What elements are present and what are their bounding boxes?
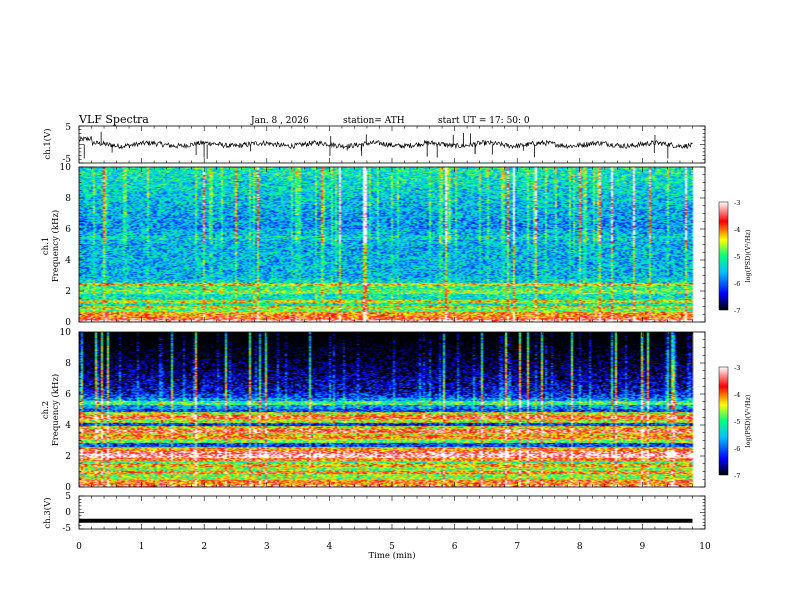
xtick-label: 4 (327, 542, 333, 552)
xtick-label: 9 (640, 542, 646, 552)
ch3-waveform-ylabel: ch.3(V) (42, 497, 53, 528)
ch1-spec-ytick-label: 2 (65, 287, 71, 297)
ch1-spectrogram-image (79, 167, 705, 322)
colorbar-label: log(PSD)(V²/Hz) (744, 229, 752, 282)
xtick-label: 0 (76, 542, 82, 552)
ch1-spec-ytick-label: 4 (65, 256, 71, 266)
colorbar-gradient (718, 201, 729, 311)
colorbar-label: log(PSD)(V²/Hz) (744, 394, 752, 447)
ch1-spec-channel-label: ch.1 (41, 237, 51, 255)
ch3-ytick-label: -5 (62, 524, 71, 534)
ch2-spec-ylabel: Frequency (kHz) (50, 374, 61, 446)
ch1-spec-ytick-label: 10 (60, 163, 72, 173)
xtick-label: 1 (139, 542, 145, 552)
ch1-ytick-label: -5 (62, 155, 71, 165)
xtick-label: 10 (699, 542, 711, 552)
ch2-spectrogram-image (79, 332, 705, 487)
ch2-spec-ytick-label: 8 (65, 359, 71, 369)
colorbar-gradient (718, 366, 729, 476)
ch1-spikes (83, 131, 669, 159)
ch1-spec-ytick-label: 6 (65, 225, 71, 235)
colorbar-tick-label: -3 (734, 199, 740, 207)
x-tick-labels: 0 1 2 3 4 5 6 7 8 9 10 (76, 542, 711, 552)
x-ticks (78, 126, 706, 529)
ch3-ytick-label: 0 (65, 508, 71, 518)
colorbar-tick-label: -7 (734, 307, 740, 315)
y-ticks (79, 125, 705, 530)
colorbar-tick-label: -6 (734, 445, 740, 453)
ch1-ytick-label: 5 (65, 123, 71, 133)
start-time-label: start UT = 17: 50: 0 (438, 116, 530, 126)
ch3-ytick-label: 5 (65, 492, 71, 502)
ch1-waveform-ylabel: ch.1(V) (42, 128, 53, 159)
chart-title: VLF Spectra (78, 113, 149, 126)
ch3-waveform-trace (79, 518, 693, 523)
ch2-spec-ytick-label: 6 (65, 390, 71, 400)
xtick-label: 5 (389, 542, 395, 552)
station-label: station= ATH (343, 116, 405, 126)
colorbar-tick-label: -5 (734, 418, 740, 426)
colorbar-tick-label: -6 (734, 280, 740, 288)
xtick-label: 6 (452, 542, 458, 552)
ch2-spec-channel-label: ch.2 (41, 401, 51, 419)
ch1-colorbar: -3 -4 -5 -6 -7 log(PSD)(V²/Hz) (718, 199, 752, 315)
xtick-label: 8 (577, 542, 583, 552)
x-axis-label: Time (min) (368, 550, 415, 561)
xtick-label: 3 (264, 542, 270, 552)
ch2-colorbar: -3 -4 -5 -6 -7 log(PSD)(V²/Hz) (718, 364, 752, 480)
ch1-spec-ytick-label: 8 (65, 194, 71, 204)
ch2-spec-ytick-label: 4 (65, 421, 71, 431)
ch2-spec-ytick-label: 0 (65, 483, 71, 493)
ch2-spec-ytick-label: 10 (60, 328, 72, 338)
colorbar-tick-label: -4 (734, 391, 740, 399)
colorbar-tick-label: -7 (734, 472, 740, 480)
date-label: Jan. 8 , 2026 (250, 116, 309, 126)
xtick-label: 7 (514, 542, 520, 552)
ch1-spec-ylabel: Frequency (kHz) (50, 210, 61, 282)
colorbar-tick-label: -5 (734, 253, 740, 261)
xtick-label: 2 (201, 542, 207, 552)
ch2-spec-ytick-label: 2 (65, 452, 71, 462)
colorbar-tick-label: -3 (734, 364, 740, 372)
ch1-spec-ytick-label: 0 (65, 318, 71, 328)
colorbar-tick-label: -4 (734, 226, 740, 234)
ch1-waveform-trace (78, 136, 693, 150)
